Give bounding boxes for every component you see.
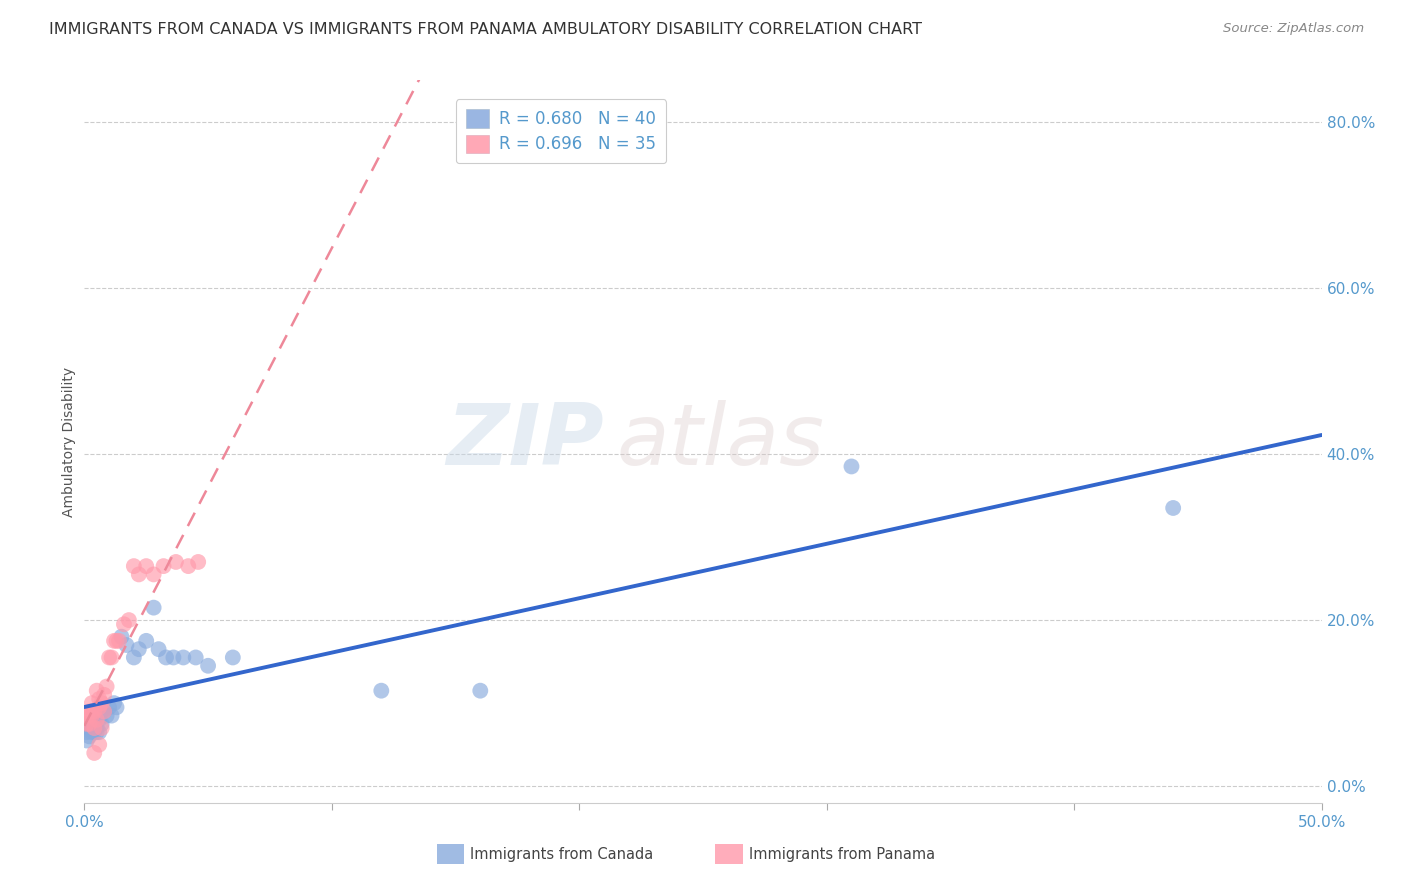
Point — [105, 633, 128, 648]
Point — [79, 717, 101, 731]
Point — [135, 559, 157, 574]
Point — [110, 630, 132, 644]
Point — [96, 708, 118, 723]
Point — [93, 705, 115, 719]
Point — [83, 721, 105, 735]
Point — [89, 738, 111, 752]
Legend: R = 0.680   N = 40, R = 0.696   N = 35: R = 0.680 N = 40, R = 0.696 N = 35 — [456, 99, 666, 163]
Point — [96, 680, 118, 694]
Point — [79, 705, 101, 719]
Point — [105, 700, 128, 714]
Point — [79, 721, 101, 735]
Point — [135, 633, 157, 648]
Point — [83, 713, 105, 727]
Point — [80, 705, 103, 719]
FancyBboxPatch shape — [716, 844, 742, 864]
Point — [90, 721, 112, 735]
Point — [128, 642, 150, 657]
Point — [122, 559, 145, 574]
Point — [98, 650, 121, 665]
Point — [89, 700, 111, 714]
Point — [370, 683, 392, 698]
Point — [90, 696, 112, 710]
Point — [89, 692, 111, 706]
Point — [165, 555, 187, 569]
Point — [197, 658, 219, 673]
Point — [112, 617, 135, 632]
Point — [80, 725, 103, 739]
Point — [86, 713, 108, 727]
Y-axis label: Ambulatory Disability: Ambulatory Disability — [62, 367, 76, 516]
Point — [89, 725, 111, 739]
Point — [93, 688, 115, 702]
Point — [86, 683, 108, 698]
Point — [103, 696, 125, 710]
Point — [187, 555, 209, 569]
Point — [222, 650, 245, 665]
Point — [93, 705, 115, 719]
Point — [76, 725, 98, 739]
Point — [80, 696, 103, 710]
Point — [148, 642, 170, 657]
Point — [76, 717, 98, 731]
Point — [118, 613, 141, 627]
Text: IMMIGRANTS FROM CANADA VS IMMIGRANTS FROM PANAMA AMBULATORY DISABILITY CORRELATI: IMMIGRANTS FROM CANADA VS IMMIGRANTS FRO… — [49, 22, 922, 37]
Point — [152, 559, 174, 574]
Text: Immigrants from Canada: Immigrants from Canada — [471, 847, 654, 862]
Point — [98, 700, 121, 714]
Point — [155, 650, 177, 665]
Point — [162, 650, 184, 665]
Point — [83, 705, 105, 719]
Text: atlas: atlas — [616, 400, 824, 483]
Point — [128, 567, 150, 582]
Point — [108, 633, 131, 648]
Point — [83, 721, 105, 735]
Point — [76, 708, 98, 723]
Point — [142, 567, 165, 582]
Point — [122, 650, 145, 665]
Point — [103, 633, 125, 648]
Point — [79, 730, 101, 744]
Text: Source: ZipAtlas.com: Source: ZipAtlas.com — [1223, 22, 1364, 36]
Point — [80, 708, 103, 723]
Point — [86, 708, 108, 723]
Point — [1161, 500, 1184, 515]
Point — [86, 721, 108, 735]
Text: Immigrants from Panama: Immigrants from Panama — [749, 847, 935, 862]
Point — [100, 708, 122, 723]
Point — [172, 650, 194, 665]
FancyBboxPatch shape — [437, 844, 464, 864]
Text: ZIP: ZIP — [446, 400, 605, 483]
Point — [90, 717, 112, 731]
Point — [89, 713, 111, 727]
Point — [80, 721, 103, 735]
Point — [177, 559, 200, 574]
Point — [83, 746, 105, 760]
Point — [470, 683, 492, 698]
Point — [142, 600, 165, 615]
Point — [83, 725, 105, 739]
Point — [184, 650, 207, 665]
Point — [90, 705, 112, 719]
Point — [841, 459, 863, 474]
Point — [100, 650, 122, 665]
Point — [115, 638, 138, 652]
Point — [86, 725, 108, 739]
Point — [76, 733, 98, 747]
Point — [80, 717, 103, 731]
